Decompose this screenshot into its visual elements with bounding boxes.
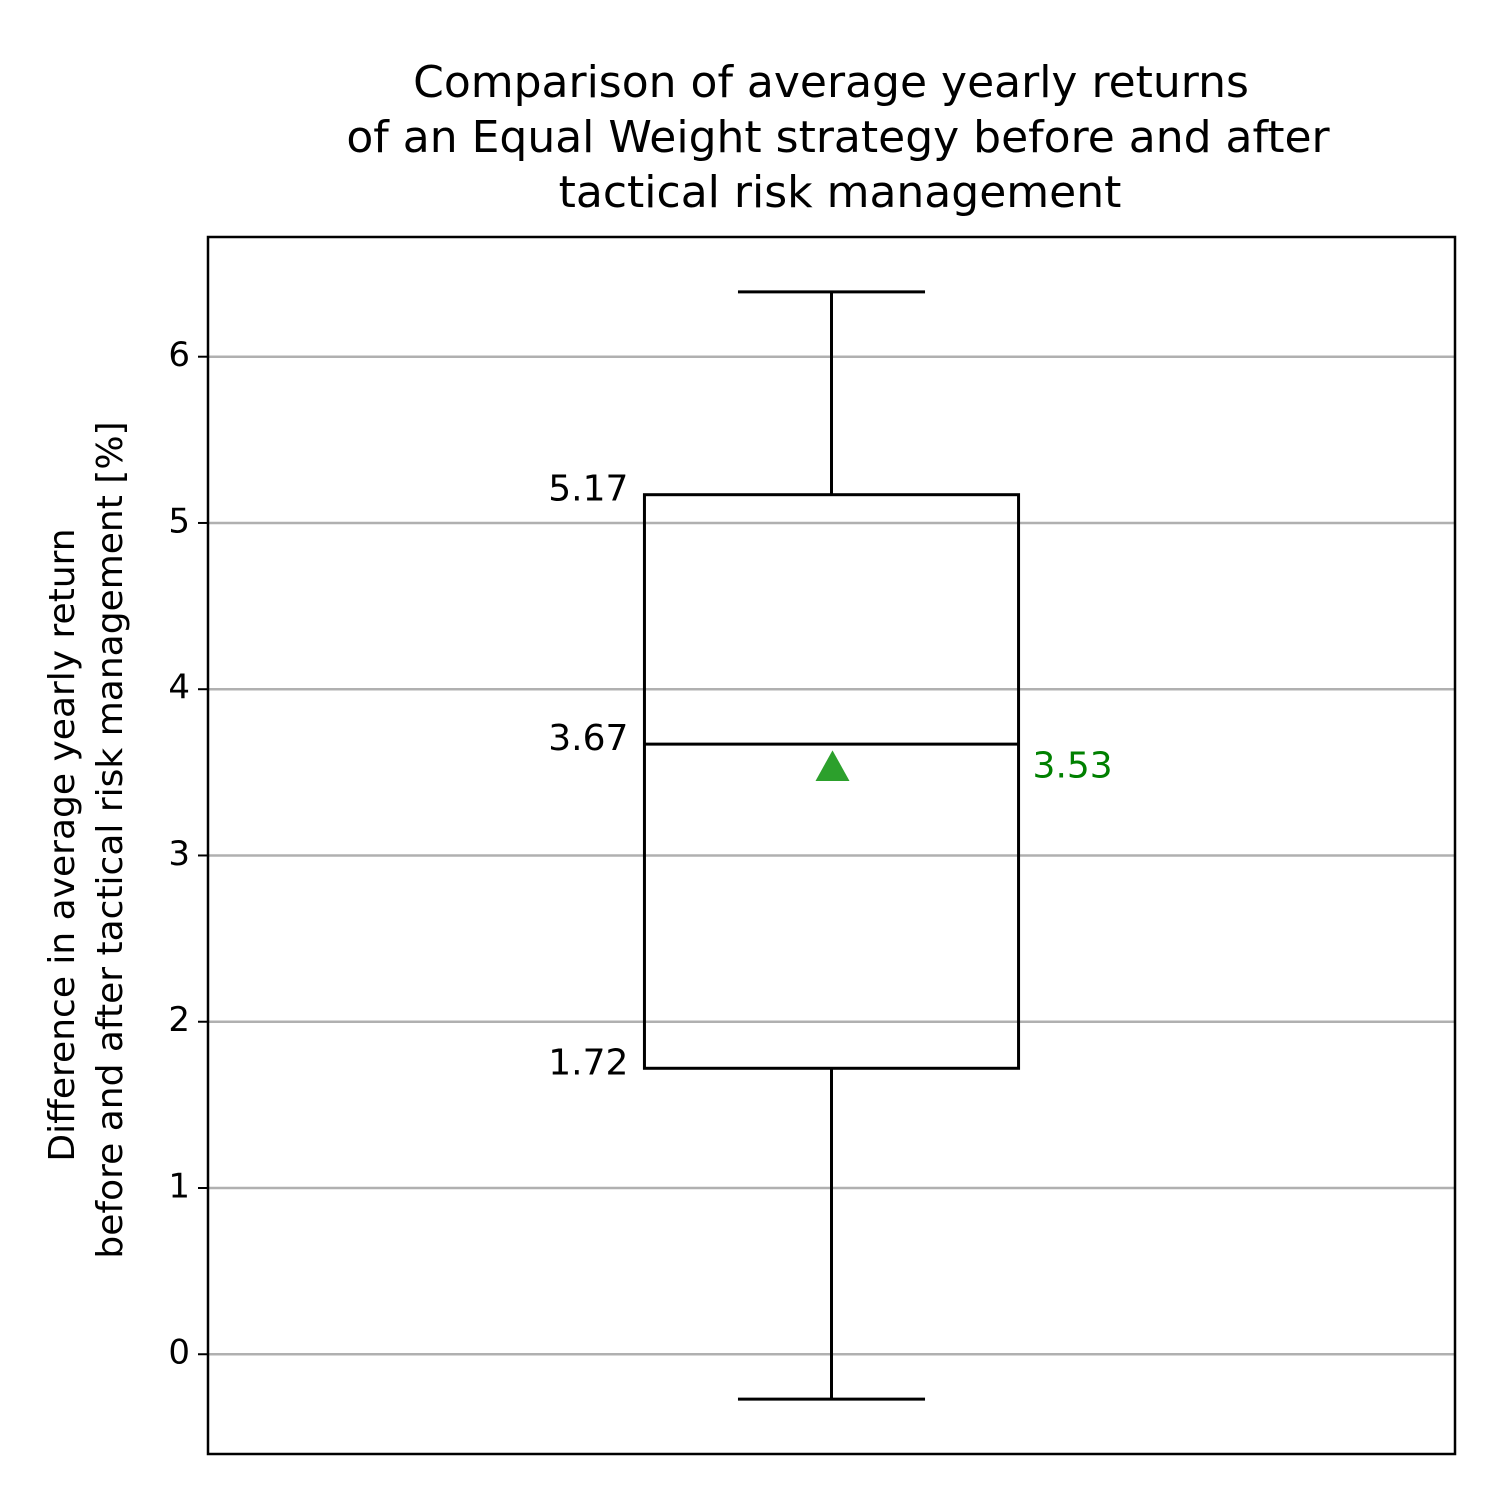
chart-title: Comparison of average yearly returns [413, 57, 1249, 108]
chart-title: of an Equal Weight strategy before and a… [346, 112, 1330, 163]
value-label: 5.17 [548, 469, 628, 510]
y-tick-label: 4 [168, 668, 190, 708]
y-axis-label: before and after tactical risk managemen… [90, 421, 131, 1258]
y-tick-label: 0 [168, 1333, 190, 1373]
mean-label: 3.53 [1033, 745, 1113, 786]
value-label: 1.72 [548, 1042, 628, 1083]
chart-title: tactical risk management [559, 167, 1122, 218]
y-tick-label: 3 [168, 834, 190, 874]
value-label: 3.67 [548, 718, 628, 759]
y-tick-label: 1 [168, 1166, 190, 1206]
y-tick-label: 6 [168, 335, 190, 375]
y-axis-label: Difference in average yearly return [42, 528, 83, 1161]
plot-frame [206, 235, 1457, 1456]
y-tick-label: 2 [168, 1000, 190, 1040]
mean-marker [815, 750, 850, 781]
y-tick-label: 5 [168, 501, 190, 541]
box [642, 493, 1021, 1070]
